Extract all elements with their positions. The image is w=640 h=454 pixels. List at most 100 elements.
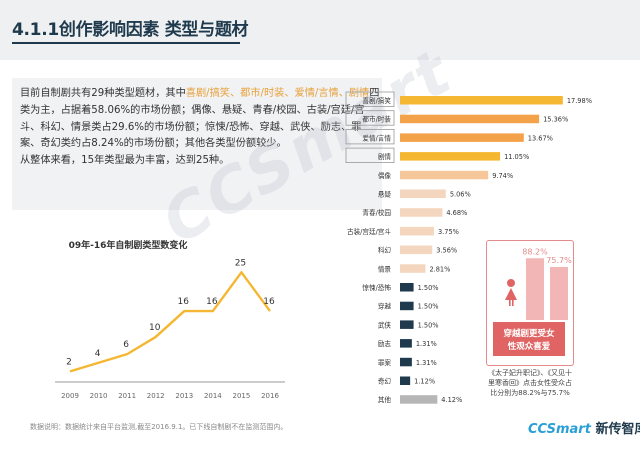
bar	[400, 376, 411, 385]
line-chart-x-tick: 2016	[261, 392, 279, 400]
bar-value-label: 9.74%	[492, 172, 513, 180]
female-audience-box	[486, 240, 574, 366]
bar-category-label: 科幻	[378, 246, 392, 255]
line-chart-title: 09年-16年自制剧类型数变化	[69, 239, 188, 251]
line-chart-data-label: 6	[123, 340, 129, 350]
bar-category-label: 惊悚/恐怖	[362, 283, 391, 292]
logo-text: 新传智库	[595, 422, 640, 437]
bar-value-label: 4.12%	[441, 396, 462, 404]
annotation-line-1: 穿越剧更受女	[503, 328, 555, 339]
line-chart-data-label: 25	[235, 258, 246, 268]
bar-category-label: 偶像	[378, 171, 392, 180]
bar	[400, 226, 434, 236]
bar-category-label: 古装/宫廷/宫斗	[347, 227, 391, 236]
bar-category-label: 励志	[378, 339, 392, 348]
line-chart-x-tick: 2012	[147, 392, 165, 400]
bar-value-label: 1.50%	[418, 321, 439, 329]
bar-category-label: 剧情	[378, 152, 392, 161]
bar-category-label: 都市/时装	[362, 115, 391, 124]
intro-box	[12, 78, 382, 210]
bar-category-label: 情景	[378, 264, 392, 273]
brand-logo: CCSmart 新传智库	[528, 418, 640, 437]
line-chart-data-label: 16	[206, 297, 218, 307]
bar-category-label: 悬疑	[378, 190, 392, 199]
line-chart-x-tick: 2015	[233, 392, 251, 400]
bar-chart-bars	[400, 96, 563, 404]
line-chart-data-label: 4	[95, 349, 101, 359]
category-label-box	[345, 110, 395, 126]
intro-text: 目前自制剧共有29种类型题材，其中喜剧/搞笑、都市/时装、爱情/言情、剧情四类为…	[20, 86, 380, 170]
bar-value-label: 4.68%	[446, 209, 467, 217]
bar-chart-value-labels: 17.98% 15.36% 13.67% 11.05% 9.74% 5.06% 4.68% 3…	[414, 97, 592, 404]
bar	[400, 339, 412, 348]
title-bar	[0, 0, 640, 60]
line-chart-x-tick: 2009	[61, 392, 79, 400]
annotation-line-2: 性观众喜爱	[508, 341, 551, 352]
line-chart-data-label: 10	[149, 323, 161, 333]
line-chart-data-label: 16	[178, 297, 190, 307]
line-chart-x-tick: 2013	[175, 392, 193, 400]
bar-category-label: 喜剧/搞笑	[362, 96, 391, 105]
female-share-bars	[526, 258, 568, 320]
bar	[400, 133, 524, 142]
line-chart-data-labels: 2 4 6 10 16 16 25 16	[66, 258, 275, 367]
bar-value-label: 2.81%	[429, 265, 450, 273]
category-label-box	[345, 128, 395, 145]
highlight-label-boxes	[345, 91, 395, 164]
bar-category-label: 青春/校园	[362, 208, 391, 217]
logo-cc: CCSmart	[528, 422, 591, 437]
line-chart-x-tick: 2014	[204, 392, 222, 400]
bar	[400, 301, 414, 311]
bar-value-label: 1.31%	[416, 359, 437, 367]
bar	[400, 283, 414, 292]
female-share-labels: 88.2%75.7%	[522, 247, 572, 265]
bar-value-label: 5.06%	[450, 191, 471, 199]
intro-text-part: 从整体来看，15年类型最为丰富，达到25种。	[20, 155, 230, 167]
line-chart-data-label: 2	[66, 357, 72, 367]
bar-category-label: 穿越	[378, 302, 392, 311]
bar-value-label: 17.98%	[567, 97, 592, 105]
bar	[400, 152, 501, 161]
bar	[400, 208, 443, 217]
intro-text-part: 目前自制剧共有29种类型题材，其中	[20, 88, 186, 99]
annotation-banner	[493, 322, 565, 356]
bar	[400, 114, 540, 124]
female-icon	[505, 279, 517, 306]
line-chart-x-tick: 2011	[118, 392, 136, 400]
bar-category-label: 武侠	[378, 320, 392, 329]
intro-text-highlight: 喜剧/搞笑、都市/时装、爱情/言情、剧情	[185, 88, 370, 99]
bar-category-label: 罪案	[378, 358, 392, 367]
line-chart-x-ticks: 2009 2010 2011 2012 2013 2014 2015 2016	[61, 392, 279, 400]
bar-category-label: 其他	[378, 395, 392, 404]
female-share-bar	[550, 267, 568, 320]
bar	[400, 357, 412, 367]
line-chart-polyline	[69, 271, 271, 373]
bar-value-label: 15.36%	[543, 116, 568, 124]
bar	[400, 320, 414, 329]
intro-text-part: 四类为主，占据着58.06%的市场份额；偶像、悬疑、青春/校园、古装/宫廷/宫斗…	[20, 88, 380, 150]
bar	[400, 170, 489, 180]
category-label-box	[345, 147, 395, 164]
bar	[400, 245, 433, 255]
bar-value-label: 1.31%	[416, 340, 437, 348]
bar-value-label: 13.67%	[528, 134, 553, 142]
bar-value-label: 3.56%	[436, 247, 457, 255]
bar-value-label: 3.75%	[438, 228, 459, 236]
bar-category-label: 奇幻	[378, 377, 392, 386]
bar-chart-category-labels: 喜剧/搞笑都市/时装爱情/言情剧情偶像悬疑青春/校园古装/宫廷/宫斗科幻情景惊悚…	[347, 96, 391, 404]
line-chart-x-tick: 2010	[90, 392, 108, 400]
line-chart-series	[69, 271, 271, 373]
data-source-note: 数据说明：数据统计来自平台监测,截至2016.9.1。已下线自制剧不在监测范围内…	[30, 423, 288, 431]
bar	[400, 189, 446, 198]
bar-value-label: 1.12%	[414, 378, 435, 386]
page-title: 4.1.1创作影响因素 类型与题材	[12, 20, 249, 40]
line-chart-data-label: 16	[263, 297, 275, 307]
bar	[400, 264, 426, 273]
bar-value-label: 1.50%	[418, 284, 439, 292]
bar-category-label: 爱情/言情	[362, 133, 391, 142]
female-audience-caption: 《太子妃升职记》、《又见十里寒香回》点击女性受众占比分别为88.2%与75.7%	[488, 369, 572, 397]
bar	[400, 96, 563, 105]
